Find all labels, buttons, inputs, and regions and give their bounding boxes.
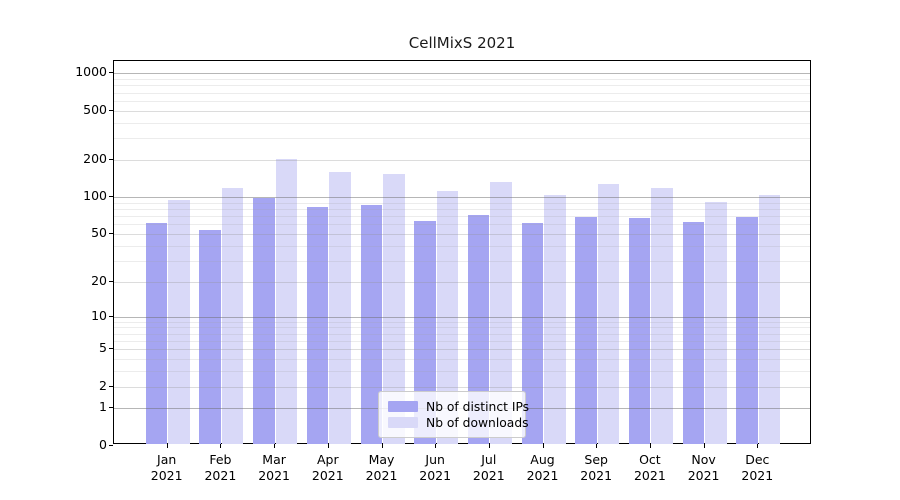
y-label-20: 20	[91, 272, 107, 288]
bar-downloads-sep	[597, 184, 620, 444]
bar-distinct-ips-jan	[145, 223, 168, 444]
x-label-sep: Sep 2021	[580, 452, 613, 483]
bar-downloads-nov	[705, 201, 727, 444]
y-label-200: 200	[83, 151, 107, 166]
x-tick-sep	[596, 444, 598, 448]
bar-distinct-ips-apr	[306, 206, 329, 444]
x-label-may: May 2021	[365, 452, 398, 483]
bars-layer	[114, 61, 810, 444]
y-tick-500	[109, 109, 113, 111]
bar-downloads-oct	[651, 187, 673, 444]
x-tick-apr	[327, 444, 329, 448]
bar-downloads-aug	[544, 195, 566, 444]
x-tick-feb	[220, 444, 222, 448]
x-tick-nov	[703, 444, 705, 448]
bar-downloads-jul	[490, 181, 512, 444]
bar-distinct-ips-aug	[521, 223, 543, 444]
legend-item-distinct-ips: Nb of distinct IPs	[388, 399, 529, 414]
bar-distinct-ips-sep	[575, 217, 597, 444]
bar-distinct-ips-may	[360, 205, 382, 444]
y-label-50: 50	[91, 224, 107, 240]
x-tick-jan	[166, 444, 168, 448]
bar-distinct-ips-feb	[199, 229, 221, 444]
x-label-jun: Jun 2021	[419, 452, 452, 483]
legend: Nb of distinct IPs Nb of downloads	[378, 391, 529, 438]
y-tick-50	[109, 232, 113, 234]
y-label-2: 2	[99, 377, 107, 393]
y-label-0: 0	[99, 436, 107, 452]
x-label-feb: Feb 2021	[204, 452, 237, 483]
bar-downloads-may	[383, 174, 405, 444]
x-tick-jul	[488, 444, 490, 448]
y-label-1: 1	[99, 399, 107, 415]
x-label-jan: Jan 2021	[150, 452, 183, 483]
x-label-oct: Oct 2021	[633, 452, 666, 483]
x-label-aug: Aug 2021	[526, 452, 559, 483]
bar-distinct-ips-oct	[628, 218, 651, 444]
legend-item-downloads: Nb of downloads	[388, 415, 529, 430]
y-tick-0	[109, 444, 113, 446]
y-tick-1000	[109, 72, 113, 74]
bar-downloads-apr	[329, 171, 351, 444]
x-tick-aug	[542, 444, 544, 448]
bar-downloads-jan	[168, 199, 190, 444]
x-label-dec: Dec 2021	[741, 452, 774, 483]
legend-swatch-downloads	[388, 417, 418, 428]
bar-distinct-ips-nov	[682, 222, 705, 444]
bar-distinct-ips-jul	[467, 215, 490, 444]
legend-label-distinct-ips: Nb of distinct IPs	[426, 399, 530, 414]
y-label-500: 500	[83, 101, 107, 117]
y-tick-1	[109, 407, 113, 409]
x-label-mar: Mar 2021	[258, 452, 290, 483]
x-tick-may	[381, 444, 383, 448]
bar-distinct-ips-dec	[736, 216, 758, 444]
bar-downloads-mar	[275, 159, 298, 444]
y-tick-20	[109, 280, 113, 282]
chart-title: CellMixS 2021	[408, 34, 516, 52]
y-label-100: 100	[83, 188, 107, 203]
x-label-jul: Jul 2021	[472, 452, 505, 483]
y-label-1000: 1000	[75, 64, 107, 80]
bar-downloads-feb	[221, 187, 244, 444]
y-tick-200	[109, 159, 113, 160]
plot-area	[113, 60, 811, 444]
y-tick-2	[109, 385, 113, 387]
bar-distinct-ips-jun	[414, 220, 436, 444]
y-label-10: 10	[91, 307, 107, 323]
bar-distinct-ips-mar	[253, 198, 275, 444]
y-tick-10	[109, 315, 113, 317]
x-label-nov: Nov 2021	[687, 452, 720, 483]
y-tick-5	[109, 348, 113, 350]
bar-downloads-dec	[758, 195, 781, 444]
x-label-apr: Apr 2021	[311, 452, 344, 483]
x-tick-oct	[649, 444, 651, 448]
y-label-5: 5	[99, 340, 107, 356]
x-tick-jun	[435, 444, 437, 448]
legend-swatch-distinct-ips	[388, 401, 418, 412]
y-tick-100	[109, 196, 113, 197]
legend-label-downloads: Nb of downloads	[426, 415, 529, 430]
x-tick-mar	[274, 444, 276, 448]
x-tick-dec	[757, 444, 759, 448]
